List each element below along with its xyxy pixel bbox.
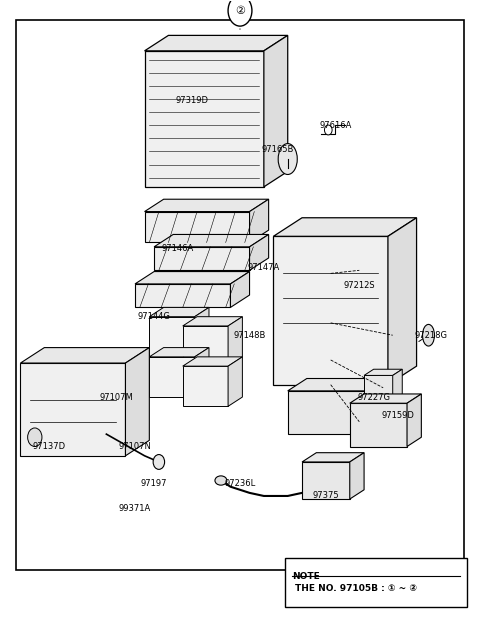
Polygon shape (144, 51, 264, 187)
Text: 97218G: 97218G (414, 331, 447, 340)
Circle shape (228, 0, 252, 26)
Polygon shape (393, 369, 402, 400)
Polygon shape (373, 379, 393, 434)
Polygon shape (350, 394, 421, 403)
Polygon shape (183, 317, 242, 326)
Polygon shape (228, 317, 242, 366)
Polygon shape (350, 403, 407, 446)
Text: 97159D: 97159D (381, 411, 414, 420)
Polygon shape (144, 35, 288, 51)
Text: NOTE: NOTE (292, 572, 320, 581)
Text: 97107M: 97107M (99, 392, 133, 402)
Polygon shape (230, 271, 250, 307)
Polygon shape (195, 307, 209, 357)
Circle shape (28, 428, 42, 446)
Ellipse shape (215, 476, 227, 485)
FancyBboxPatch shape (285, 558, 467, 607)
Polygon shape (149, 307, 209, 317)
Polygon shape (407, 394, 421, 446)
Polygon shape (228, 357, 242, 406)
Text: THE NO. 97105B : ① ~ ②: THE NO. 97105B : ① ~ ② (295, 584, 417, 593)
Text: 97197: 97197 (141, 479, 168, 488)
Polygon shape (21, 363, 125, 456)
Polygon shape (144, 212, 250, 242)
Text: 97148B: 97148B (233, 331, 266, 340)
Polygon shape (264, 35, 288, 187)
Text: ②: ② (235, 6, 245, 16)
Polygon shape (135, 271, 250, 284)
Polygon shape (302, 453, 364, 462)
Polygon shape (149, 317, 195, 357)
Polygon shape (250, 235, 269, 270)
Polygon shape (274, 218, 417, 237)
Polygon shape (183, 357, 242, 366)
Polygon shape (195, 348, 209, 397)
Ellipse shape (278, 143, 297, 175)
Text: 97137D: 97137D (33, 442, 66, 451)
Polygon shape (364, 369, 402, 376)
Text: 97107N: 97107N (119, 442, 152, 451)
Circle shape (153, 455, 165, 469)
Polygon shape (388, 218, 417, 384)
Polygon shape (183, 366, 228, 406)
Polygon shape (274, 237, 388, 384)
Polygon shape (135, 284, 230, 307)
Polygon shape (350, 453, 364, 499)
Text: 97236L: 97236L (224, 479, 256, 488)
Text: 97165B: 97165B (262, 145, 294, 154)
Polygon shape (144, 199, 269, 212)
Text: 97616A: 97616A (319, 120, 352, 130)
Polygon shape (288, 391, 373, 434)
Text: 97319D: 97319D (176, 96, 209, 105)
Polygon shape (250, 199, 269, 242)
Polygon shape (288, 379, 393, 391)
Circle shape (324, 125, 332, 135)
Text: 97375: 97375 (312, 491, 339, 501)
Text: 97212S: 97212S (344, 281, 375, 290)
Text: 97147A: 97147A (248, 263, 280, 272)
Polygon shape (154, 247, 250, 270)
Ellipse shape (422, 324, 434, 346)
Text: 97227G: 97227G (357, 392, 390, 402)
Polygon shape (149, 357, 195, 397)
Polygon shape (302, 462, 350, 499)
Polygon shape (183, 326, 228, 366)
Polygon shape (149, 348, 209, 357)
Polygon shape (154, 235, 269, 247)
Polygon shape (125, 348, 149, 456)
Text: 97144G: 97144G (138, 312, 170, 321)
Text: 99371A: 99371A (119, 504, 151, 513)
Polygon shape (364, 376, 393, 400)
Polygon shape (21, 348, 149, 363)
Text: 97146A: 97146A (162, 244, 194, 253)
